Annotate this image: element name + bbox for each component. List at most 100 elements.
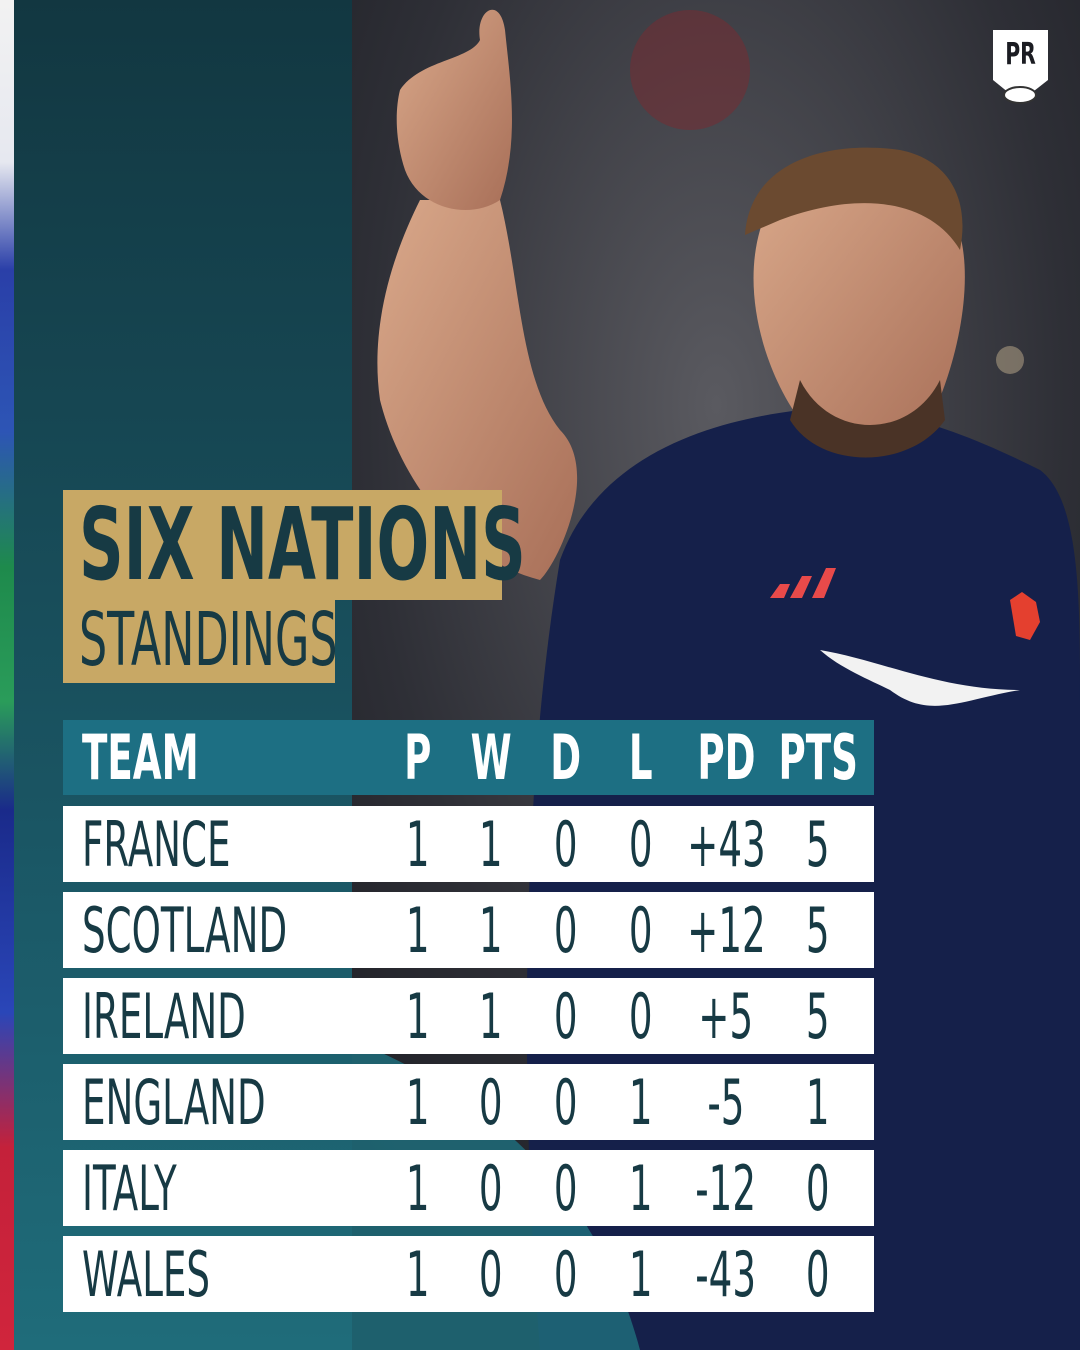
table-cell: W — [441, 720, 541, 795]
table-cell: 0 — [441, 1064, 541, 1140]
table-cell: -12 — [676, 1150, 776, 1226]
table-row: FRANCE 1 1 0 0 +43 5 — [63, 806, 874, 882]
cell-text: 0 — [554, 1151, 578, 1225]
team-name: TEAM — [82, 721, 199, 794]
cell-text: 0 — [479, 1237, 503, 1311]
cell-text: +12 — [686, 893, 766, 967]
title: SIX NATIONS — [79, 486, 526, 603]
cell-text: 1 — [629, 1151, 653, 1225]
cell-text: 1 — [479, 893, 503, 967]
table-cell: 0 — [516, 806, 616, 882]
table-cell: 0 — [516, 1064, 616, 1140]
table-cell: 0 — [516, 892, 616, 968]
cell-text: 0 — [629, 979, 653, 1053]
cell-text: 1 — [406, 1237, 430, 1311]
logo-text: PR — [1005, 36, 1037, 72]
cell-text: 1 — [406, 807, 430, 881]
table-cell: FRANCE — [82, 806, 330, 882]
table-cell: 0 — [516, 978, 616, 1054]
table-row: ENGLAND 1 0 0 1 -5 1 — [63, 1064, 874, 1140]
subtitle: STANDINGS — [79, 597, 338, 683]
team-name: ITALY — [82, 1151, 177, 1225]
table-cell: 0 — [516, 1150, 616, 1226]
table-cell: 5 — [768, 978, 868, 1054]
table-cell: 0 — [591, 892, 691, 968]
cell-text: 1 — [406, 1065, 430, 1139]
cell-text: 1 — [406, 893, 430, 967]
cell-text: 1 — [629, 1237, 653, 1311]
table-cell: IRELAND — [82, 978, 355, 1054]
cell-text: 5 — [806, 893, 830, 967]
team-name: IRELAND — [82, 979, 246, 1053]
table-cell: 1 — [368, 1064, 468, 1140]
team-name: FRANCE — [82, 807, 231, 881]
table-cell: P — [368, 720, 468, 795]
table-cell: 0 — [768, 1150, 868, 1226]
table-cell: PD — [676, 720, 776, 795]
table-cell: 5 — [768, 892, 868, 968]
team-name: ENGLAND — [82, 1065, 266, 1139]
table-cell: 1 — [591, 1150, 691, 1226]
table-cell: 5 — [768, 806, 868, 882]
table-cell: 1 — [368, 892, 468, 968]
cell-text: 5 — [806, 979, 830, 1053]
table-row: WALES 1 0 0 1 -43 0 — [63, 1236, 874, 1312]
cell-text: 1 — [629, 1065, 653, 1139]
table-cell: 0 — [516, 1236, 616, 1312]
cell-text: 5 — [806, 807, 830, 881]
cell-text: -12 — [695, 1151, 757, 1225]
table-cell: 1 — [368, 1236, 468, 1312]
table-cell: ENGLAND — [82, 1064, 388, 1140]
table-cell: 1 — [591, 1236, 691, 1312]
cell-text: 0 — [554, 893, 578, 967]
cell-text: 0 — [554, 807, 578, 881]
table-cell: -5 — [676, 1064, 776, 1140]
cell-text: W — [470, 721, 512, 794]
table-cell: SCOTLAND — [82, 892, 424, 968]
cell-text: 0 — [554, 1065, 578, 1139]
cell-text: 0 — [554, 1237, 578, 1311]
table-row: IRELAND 1 1 0 0 +5 5 — [63, 978, 874, 1054]
table-cell: 0 — [441, 1236, 541, 1312]
table-cell: 0 — [441, 1150, 541, 1226]
cell-text: PTS — [778, 721, 858, 794]
cell-text: 1 — [479, 979, 503, 1053]
cell-text: 0 — [806, 1151, 830, 1225]
table-cell: -43 — [676, 1236, 776, 1312]
cell-text: -5 — [707, 1065, 745, 1139]
table-row: SCOTLAND 1 1 0 0 +12 5 — [63, 892, 874, 968]
cell-text: 1 — [479, 807, 503, 881]
table-row: ITALY 1 0 0 1 -12 0 — [63, 1150, 874, 1226]
cell-text: 1 — [406, 979, 430, 1053]
table-cell: 0 — [768, 1236, 868, 1312]
table-cell: 1 — [368, 1150, 468, 1226]
table-cell: 1 — [591, 1064, 691, 1140]
team-name: WALES — [82, 1237, 211, 1311]
cell-text: 0 — [806, 1237, 830, 1311]
table-cell: 1 — [441, 978, 541, 1054]
cell-text: 1 — [806, 1065, 830, 1139]
table-cell: 0 — [591, 978, 691, 1054]
cell-text: -43 — [695, 1237, 757, 1311]
table-cell: D — [516, 720, 616, 795]
table-cell: TEAM — [82, 720, 276, 795]
cell-text: P — [404, 721, 432, 794]
table-cell: 1 — [368, 806, 468, 882]
cell-text: PD — [696, 721, 756, 794]
cell-text: +43 — [686, 807, 766, 881]
cell-text: +5 — [698, 979, 754, 1053]
cell-text: 0 — [554, 979, 578, 1053]
title-box: SIX NATIONS — [63, 490, 526, 600]
table-cell: PTS — [768, 720, 868, 795]
cell-text: 1 — [406, 1151, 430, 1225]
cell-text: L — [629, 721, 653, 794]
cell-text: 0 — [479, 1151, 503, 1225]
cell-text: 0 — [629, 807, 653, 881]
table-cell: 1 — [768, 1064, 868, 1140]
table-cell: L — [591, 720, 691, 795]
cell-text: 0 — [479, 1065, 503, 1139]
subtitle-box: STANDINGS — [63, 597, 338, 683]
team-name: SCOTLAND — [82, 893, 288, 967]
cell-text: 0 — [629, 893, 653, 967]
